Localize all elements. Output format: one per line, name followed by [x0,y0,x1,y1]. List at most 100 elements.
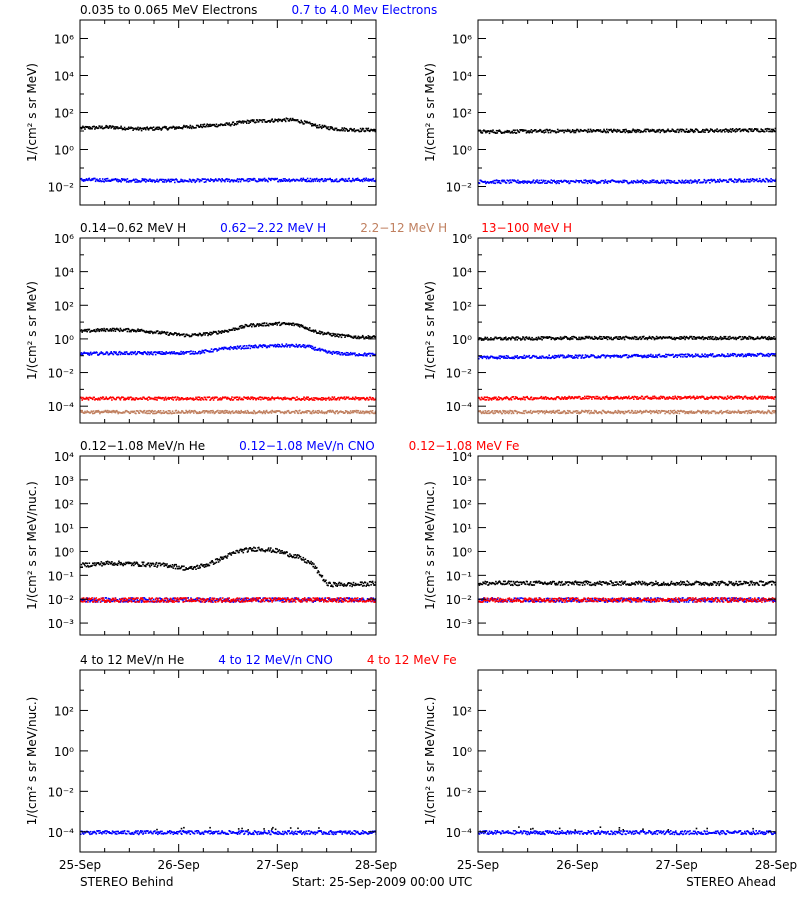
data-point [598,337,600,339]
data-point [595,130,597,132]
data-point [104,330,107,333]
data-point [608,397,610,399]
data-point [522,357,525,359]
data-point [306,327,308,329]
data-point [337,412,339,415]
data-point [741,336,744,338]
data-point [109,125,112,127]
data-point [731,395,733,398]
data-point [625,180,628,182]
data-point [138,412,141,414]
data-point [318,332,320,334]
data-point [248,397,251,400]
data-point [512,129,515,131]
data-point [602,396,605,398]
data-point [344,410,347,412]
data-point [224,412,226,414]
data-point [272,324,274,326]
data-point [685,397,688,400]
data-point [201,397,204,399]
data-point [485,182,488,184]
data-point [734,395,737,398]
data-point [550,412,553,414]
data-point [224,409,227,412]
data-point [316,411,318,414]
data-point [317,398,319,401]
data-point [145,181,147,183]
data-point [368,412,371,415]
data-point [366,179,369,182]
data-point [662,336,665,338]
data-point [130,398,133,401]
data-point [540,357,543,359]
data-point [123,411,126,414]
data-point [722,337,725,340]
data-point [706,337,708,339]
data-point [224,180,226,183]
data-point [255,325,257,328]
data-point [628,395,630,398]
data-point [531,412,533,414]
data-point [343,334,346,336]
data-point [717,355,719,357]
data-point [128,411,130,413]
data-point [134,398,136,401]
data-point [622,179,624,182]
data-point [663,355,666,357]
data-point [96,330,98,332]
data-point [635,129,638,132]
data-point [117,328,119,331]
data-point [638,337,640,340]
data-point [289,117,292,120]
data-point [632,396,634,399]
data-point [735,396,738,399]
data-point [80,177,83,180]
data-point [331,127,334,129]
data-point [761,335,763,338]
data-point [704,179,706,182]
data-point [496,410,499,412]
data-point [623,181,625,183]
data-point [328,396,330,399]
data-point [515,180,517,182]
data-point [517,336,519,338]
data-point [80,330,82,332]
data-point [693,181,696,183]
data-point [744,353,747,356]
data-point [106,352,109,354]
data-point [627,356,629,359]
data-point [270,119,273,121]
data-point [124,399,127,401]
data-point [227,123,230,126]
data-point [537,412,540,415]
data-point [523,180,526,182]
data-point [97,411,99,413]
data-point [567,412,570,414]
data-point [348,129,350,132]
data-point [145,412,147,414]
data-point [303,327,306,330]
data-point [570,397,573,399]
data-point [199,125,201,128]
data-point [124,353,127,355]
data-point [492,129,494,131]
data-point [483,397,485,400]
data-point [752,353,755,356]
data-point [677,395,679,398]
data-point [320,399,322,401]
data-point [617,355,619,357]
data-point [569,410,571,412]
data-point [686,355,688,358]
data-point [315,330,317,333]
data-point [557,180,560,182]
data-point [709,353,712,355]
data-point [649,129,651,131]
data-point [498,398,501,401]
data-point [690,129,693,132]
data-point [569,354,572,357]
data-point [121,412,124,414]
data-point [107,411,110,414]
data-point [532,180,534,183]
data-point [771,397,773,400]
data-point [106,125,109,128]
